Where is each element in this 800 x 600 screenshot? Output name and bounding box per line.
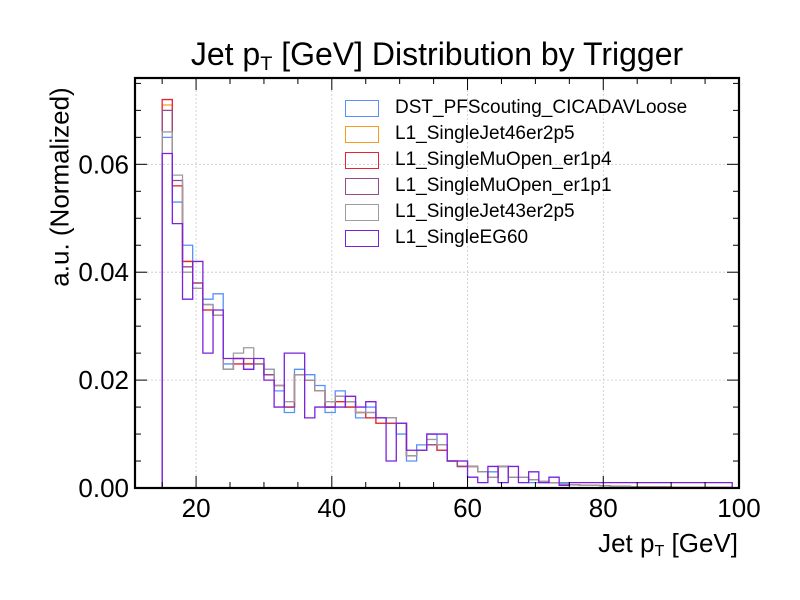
- legend: DST_PFScouting_CICADAVLoose L1_SingleJet4…: [345, 95, 687, 251]
- legend-label: L1_SingleMuOpen_er1p1: [395, 175, 612, 196]
- legend-item: L1_SingleEG60: [345, 225, 687, 251]
- axes: 20 40 60 80 100 0.00 0.02 0.04 0.06: [78, 76, 761, 523]
- legend-item: L1_SingleJet46er2p5: [345, 121, 687, 147]
- y-tick-label: 0.00: [78, 473, 129, 503]
- x-axis-label: Jet pT [GeV]: [598, 528, 738, 561]
- legend-label: DST_PFScouting_CICADAVLoose: [395, 97, 688, 118]
- grid-lines: [135, 78, 739, 488]
- legend-swatch: [345, 229, 379, 247]
- y-tick-label: 0.04: [78, 257, 129, 287]
- legend-swatch: [345, 177, 379, 195]
- plot-frame: [133, 76, 741, 490]
- legend-swatch: [345, 203, 379, 221]
- x-tick-label: 80: [589, 493, 618, 523]
- legend-item: DST_PFScouting_CICADAVLoose: [345, 95, 687, 121]
- legend-label: L1_SingleJet46er2p5: [395, 123, 575, 144]
- x-tick-label: 100: [717, 493, 760, 523]
- legend-label: L1_SingleJet43er2p5: [395, 201, 575, 222]
- x-tick-label: 40: [317, 493, 346, 523]
- legend-swatch: [345, 99, 379, 117]
- legend-item: L1_SingleJet43er2p5: [345, 199, 687, 225]
- x-tick-label: 60: [453, 493, 482, 523]
- legend-item: L1_SingleMuOpen_er1p1: [345, 173, 687, 199]
- histogram-series: [161, 98, 733, 489]
- y-axis-label: a.u. (Normalized): [44, 87, 75, 287]
- x-tick-label: 20: [182, 493, 211, 523]
- legend-item: L1_SingleMuOpen_er1p4: [345, 147, 687, 173]
- legend-label: L1_SingleEG60: [395, 227, 529, 248]
- legend-label: L1_SingleMuOpen_er1p4: [395, 149, 612, 170]
- legend-swatch: [345, 151, 379, 169]
- y-tick-label: 0.06: [78, 149, 129, 179]
- y-tick-label: 0.02: [78, 365, 129, 395]
- series-line: [161, 152, 733, 488]
- chart-title: Jet pT [GeV] Distribution by Trigger: [190, 36, 684, 75]
- legend-swatch: [345, 125, 379, 143]
